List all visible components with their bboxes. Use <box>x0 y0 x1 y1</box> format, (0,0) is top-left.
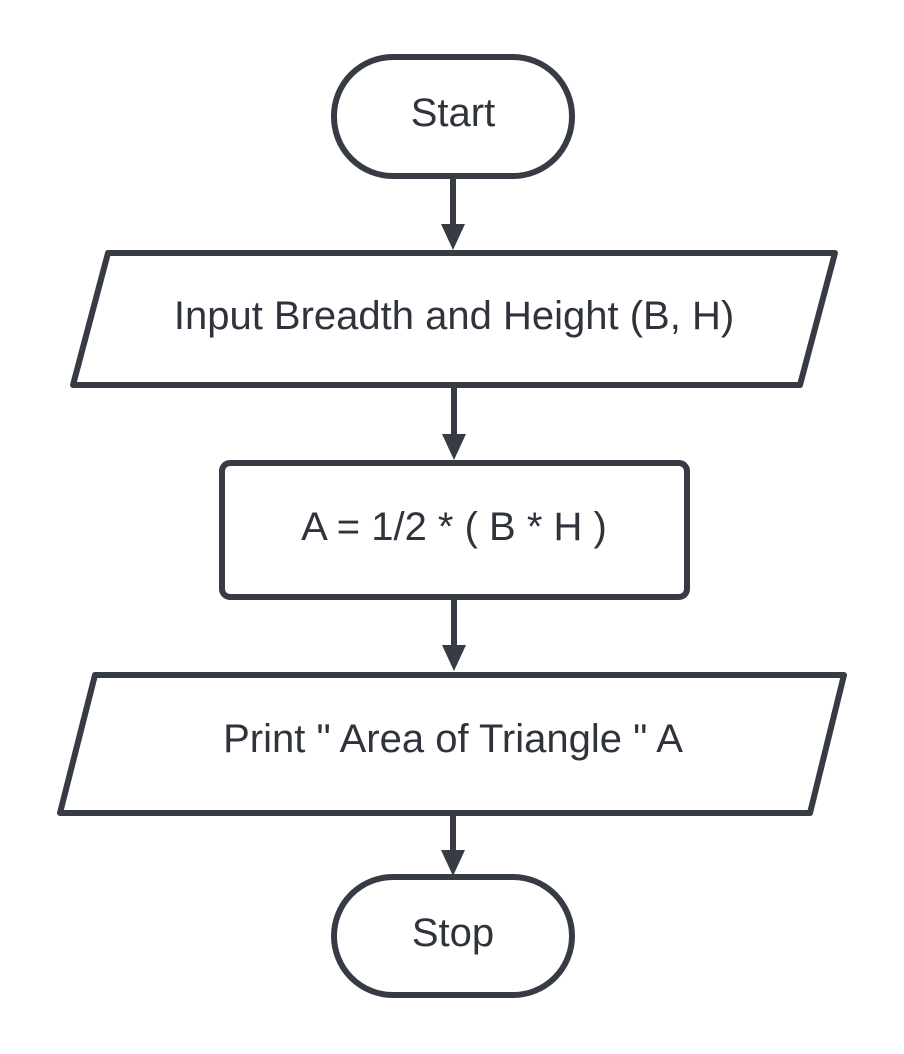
input-node: Input Breadth and Height (B, H) <box>70 250 838 388</box>
start-label: Start <box>411 91 495 135</box>
arrowhead <box>442 434 466 460</box>
stop-label: Stop <box>412 911 494 955</box>
stop-terminator-shape <box>331 874 575 998</box>
arrowhead <box>441 850 465 876</box>
input-label: Input Breadth and Height (B, H) <box>174 294 734 338</box>
start-node: Start <box>331 54 575 179</box>
input-parallelogram-shape <box>70 250 838 388</box>
output-node: Print " Area of Triangle " A <box>57 672 847 816</box>
process-label: A = 1/2 * ( B * H ) <box>301 505 607 549</box>
arrow-start-to-input <box>441 176 465 250</box>
arrow-process-to-output <box>442 597 466 671</box>
arrowhead <box>441 224 465 250</box>
arrowhead <box>442 645 466 671</box>
stop-node: Stop <box>331 874 575 998</box>
arrow-output-to-stop <box>441 813 465 876</box>
process-node: A = 1/2 * ( B * H ) <box>219 460 690 600</box>
output-parallelogram-shape <box>57 672 847 816</box>
output-label: Print " Area of Triangle " A <box>223 717 683 761</box>
arrow-input-to-process <box>442 385 466 460</box>
